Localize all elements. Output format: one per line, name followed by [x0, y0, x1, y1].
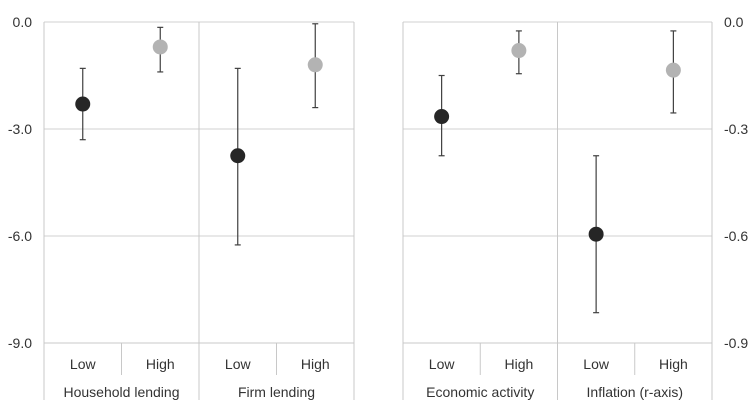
y-tick-label: -6.0 [8, 228, 32, 244]
y-tick-label: -9.0 [8, 335, 32, 351]
data-point [307, 57, 323, 73]
group-label: Economic activity [426, 384, 534, 400]
group-label: Firm lending [238, 384, 315, 400]
y-tick-label: 0.0 [724, 14, 744, 30]
category-label: Low [429, 356, 456, 372]
category-label: High [659, 356, 688, 372]
category-label: Low [225, 356, 252, 372]
category-label: High [146, 356, 175, 372]
data-point [665, 62, 681, 78]
y-tick-label: -0.3 [724, 121, 748, 137]
group-label: Inflation (r-axis) [587, 384, 683, 400]
data-point [588, 226, 604, 242]
y-tick-label: 0.0 [13, 14, 33, 30]
data-point [75, 96, 91, 112]
data-point [152, 39, 168, 55]
y-tick-label: -0.6 [724, 228, 748, 244]
category-label: Low [583, 356, 610, 372]
y-tick-label: -0.9 [724, 335, 748, 351]
group-label: Household lending [64, 384, 180, 400]
data-point [511, 43, 527, 59]
category-label: High [504, 356, 533, 372]
y-tick-label: -3.0 [8, 121, 32, 137]
data-point [434, 109, 450, 125]
data-point [230, 148, 246, 164]
category-label: High [301, 356, 330, 372]
category-label: Low [70, 356, 97, 372]
